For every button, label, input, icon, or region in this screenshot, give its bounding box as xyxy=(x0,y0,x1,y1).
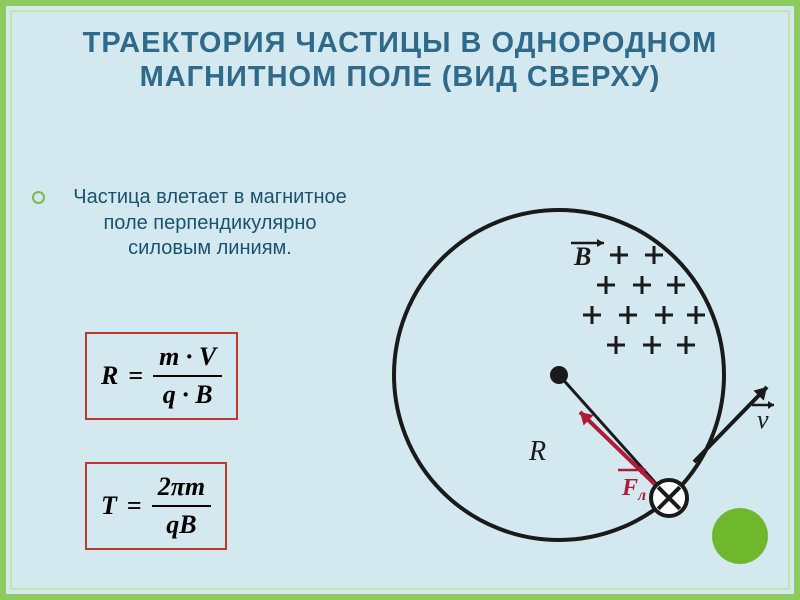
slide: ТРАЕКТОРИЯ ЧАСТИЦЫ В ОДНОРОДНОМ МАГНИТНО… xyxy=(0,0,800,600)
bullet-label: Частица влетает в магнитное поле перпенд… xyxy=(73,186,346,259)
physics-diagram: R B Fл v xyxy=(374,180,774,580)
formula-R-fraction: m · V q · B xyxy=(153,342,222,410)
formula-T-den: qB xyxy=(160,507,202,540)
bullet-icon xyxy=(32,191,45,204)
slide-title: ТРАЕКТОРИЯ ЧАСТИЦЫ В ОДНОРОДНОМ МАГНИТНО… xyxy=(30,26,770,94)
bullet-item: Частица влетает в магнитное поле перпенд… xyxy=(60,185,360,262)
formula-T: T = 2πm qB xyxy=(85,462,227,550)
formula-R-num: m · V xyxy=(153,342,222,377)
svg-text:R: R xyxy=(528,436,546,467)
formula-T-fraction: 2πm qB xyxy=(152,472,211,540)
formula-R: R = m · V q · B xyxy=(85,332,238,420)
formula-R-den: q · B xyxy=(157,377,219,410)
formula-T-lhs: T xyxy=(101,491,117,521)
svg-text:Fл: Fл xyxy=(621,475,646,504)
corner-accent-dot xyxy=(712,508,768,564)
formula-R-eq: = xyxy=(128,361,143,391)
formula-T-eq: = xyxy=(127,491,142,521)
svg-text:B: B xyxy=(573,242,591,271)
svg-text:v: v xyxy=(757,405,769,434)
formula-R-lhs: R xyxy=(101,361,118,391)
formula-T-num: 2πm xyxy=(152,472,211,507)
